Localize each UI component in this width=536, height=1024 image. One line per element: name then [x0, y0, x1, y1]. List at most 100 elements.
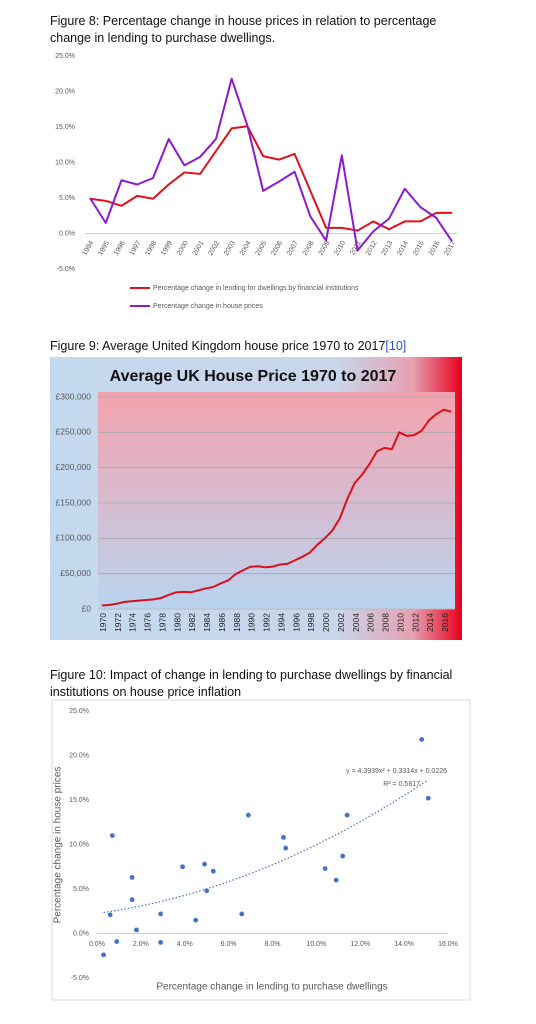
y-tick-label: 25.0%	[69, 708, 89, 715]
x-tick-label: 1984	[202, 613, 212, 632]
x-tick-label: 16.0%	[438, 941, 458, 948]
y-tick-label: -5.0%	[57, 266, 75, 273]
y-tick-label: £300,000	[56, 391, 92, 401]
y-tick-label: £200,000	[56, 462, 92, 472]
x-tick-label: 2003	[223, 240, 237, 257]
x-tick-label: 2004	[351, 613, 361, 632]
point	[193, 917, 199, 923]
series-line	[89, 125, 452, 232]
point	[101, 952, 106, 958]
x-tick-label: 1970	[98, 613, 108, 632]
x-tick-label: 1995	[97, 240, 111, 257]
point	[114, 939, 120, 944]
point	[322, 866, 328, 871]
y-tick-label: 0.0%	[73, 930, 89, 937]
x-tick-label: 1992	[262, 613, 272, 632]
point	[344, 812, 350, 818]
x-tick-label: 2006	[270, 240, 284, 257]
x-tick-label: 2006	[366, 613, 376, 632]
x-tick-label: 2007	[286, 240, 300, 257]
series-line	[101, 408, 452, 607]
point	[425, 795, 431, 801]
x-tick-label: 1978	[157, 613, 167, 632]
point	[129, 875, 135, 880]
x-tick-label: 1988	[232, 613, 242, 632]
caption-text: Figure 9: Average United Kingdom house p…	[50, 339, 386, 353]
y-tick-label: £0	[82, 603, 92, 613]
y-tick-label: £150,000	[56, 497, 92, 507]
x-tick-label: 2012	[410, 613, 420, 632]
x-axis-title: Percentage change in lending to purchase…	[156, 982, 387, 993]
x-tick-label: 1976	[143, 613, 153, 632]
y-tick-label: 15.0%	[55, 124, 75, 131]
point	[239, 911, 245, 917]
point	[204, 888, 210, 894]
x-tick-label: 2010	[395, 613, 405, 632]
x-tick-label: 1997	[129, 240, 143, 257]
x-tick-label: 2017	[443, 240, 457, 257]
trendline	[103, 779, 429, 914]
x-tick-label: 2014	[396, 240, 410, 257]
x-tick-label: 1990	[247, 613, 257, 632]
x-tick-label: 2.0%	[133, 941, 149, 948]
x-tick-label: 2016	[440, 613, 450, 632]
x-tick-label: 1986	[217, 613, 227, 632]
y-tick-label: £100,000	[56, 533, 92, 543]
x-tick-label: 2009	[318, 240, 332, 257]
legend-label: Percentage change in house prices	[153, 303, 263, 310]
x-tick-label: 2005	[255, 240, 269, 257]
x-tick-label: 1996	[291, 613, 301, 632]
y-tick-label: 20.0%	[55, 88, 75, 95]
x-tick-label: 2012	[365, 240, 379, 257]
point	[109, 833, 115, 838]
x-tick-label: 1994	[276, 613, 286, 632]
point	[107, 912, 113, 918]
point	[202, 861, 207, 867]
plot-area	[98, 392, 455, 609]
chart-border	[51, 699, 471, 1001]
x-tick-label: 0.0%	[89, 941, 105, 948]
x-tick-label: 2004	[239, 240, 253, 257]
point	[333, 877, 339, 883]
x-tick-label: 1998	[144, 240, 158, 257]
y-tick-label: 10.0%	[69, 841, 89, 848]
trend-r2: R² = 0.5817	[383, 781, 420, 788]
x-tick-label: 4.0%	[177, 941, 193, 948]
x-tick-label: 8.0%	[265, 941, 281, 948]
x-tick-label: 1998	[306, 613, 316, 632]
x-tick-label: 2000	[176, 240, 190, 257]
x-tick-label: 14.0%	[394, 941, 414, 948]
x-tick-label: 1974	[128, 613, 138, 632]
y-tick-label: £250,000	[56, 427, 92, 437]
x-tick-label: 1982	[187, 613, 197, 632]
point	[283, 845, 289, 851]
series-line	[89, 77, 453, 252]
caption: Figure 8: Percentage change in house pri…	[50, 14, 437, 45]
x-tick-label: 1999	[160, 240, 174, 257]
point	[134, 927, 139, 933]
x-tick-label: 1972	[113, 613, 123, 632]
x-tick-label: 2008	[381, 613, 391, 632]
y-tick-label: 25.0%	[55, 53, 75, 60]
x-tick-label: 2002	[336, 613, 346, 632]
y-tick-label: £50,000	[60, 568, 91, 578]
y-axis-title: Percentage change in house prices	[53, 767, 64, 924]
x-tick-label: 1996	[113, 240, 127, 257]
caption-ref[interactable]: [10]	[385, 339, 407, 353]
chart-title: Average UK House Price 1970 to 2017	[110, 368, 397, 385]
x-tick-label: 10.0%	[306, 941, 326, 948]
point	[419, 737, 425, 742]
x-tick-label: 2010	[333, 240, 347, 257]
point	[129, 897, 135, 903]
x-tick-label: 2001	[192, 240, 206, 257]
x-tick-label: 2015	[412, 240, 426, 257]
x-tick-label: 2016	[428, 240, 442, 257]
point	[340, 853, 346, 859]
y-tick-label: 20.0%	[69, 752, 89, 759]
trend-equation: y = 4.3939x² + 0.3314x + 0.0226	[346, 768, 447, 775]
y-tick-label: -5.0%	[71, 975, 89, 982]
x-tick-label: 2000	[321, 613, 331, 632]
x-tick-label: 2014	[425, 613, 435, 632]
